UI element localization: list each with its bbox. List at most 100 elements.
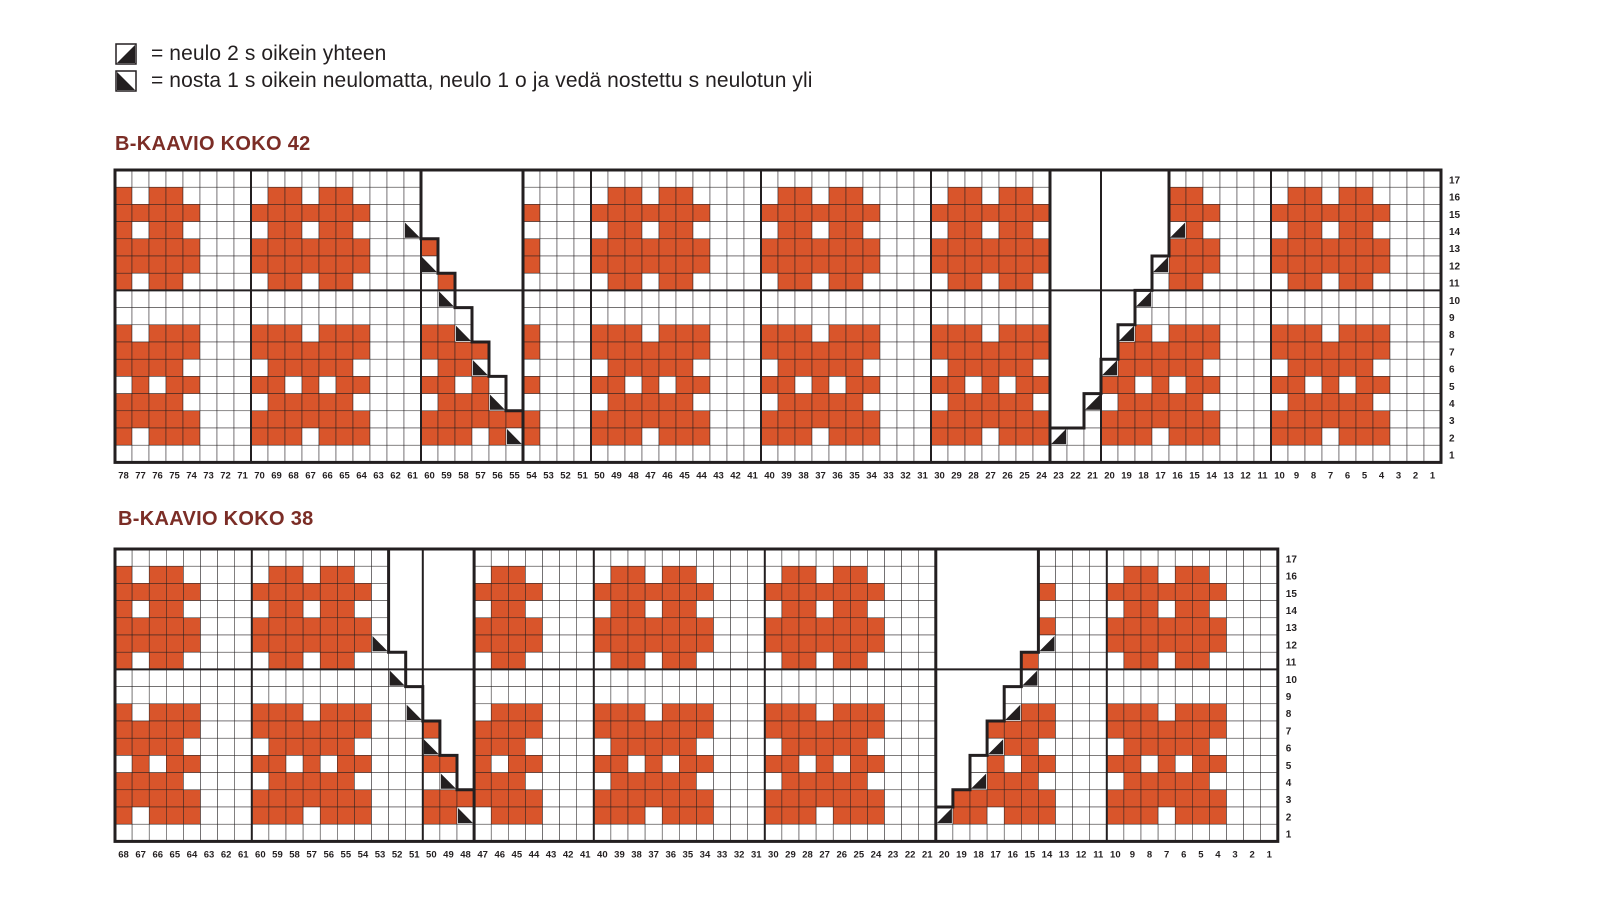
row-label: 17	[1449, 175, 1461, 186]
stitch-cell	[730, 772, 748, 791]
stitch-cell	[730, 669, 748, 687]
stitch-cell	[473, 737, 492, 756]
stitch-cell	[850, 600, 868, 619]
stitch-cell	[217, 720, 235, 739]
column-label: 57	[475, 470, 486, 481]
stitch-cell	[798, 583, 817, 601]
stitch-cell	[713, 583, 731, 601]
stitch-cell	[251, 634, 270, 653]
column-label: 6	[1181, 849, 1186, 860]
stitch-cell	[576, 789, 595, 808]
stitch-cell	[354, 600, 372, 619]
stitch-cell	[815, 669, 834, 687]
stitch-cell	[696, 617, 714, 636]
stitch-cell	[1089, 617, 1108, 636]
stitch-cell	[713, 703, 731, 722]
skp-symbol	[507, 429, 522, 445]
column-label: 66	[322, 470, 333, 481]
stitch-cell	[593, 789, 612, 808]
stitch-cell	[884, 634, 902, 653]
stitch-cell	[832, 686, 851, 705]
stitch-cell	[148, 789, 167, 808]
stitch-cell	[798, 806, 817, 825]
stitch-cell	[319, 565, 338, 584]
stitch-cell	[901, 772, 919, 791]
stitch-cell	[200, 617, 218, 636]
stitch-cell	[867, 823, 885, 842]
stitch-cell	[319, 703, 338, 722]
stitch-cell	[148, 617, 167, 636]
stitch-cell	[764, 686, 783, 705]
stitch-cell	[918, 703, 937, 722]
stitch-cell	[1209, 669, 1227, 687]
stitch-cell	[1140, 823, 1159, 842]
row-label: 7	[1449, 347, 1455, 358]
stitch-cell	[1192, 548, 1210, 567]
stitch-cell	[559, 686, 577, 705]
stitch-cell	[901, 737, 919, 756]
stitch-cell	[1106, 565, 1125, 584]
stitch-cell	[901, 669, 919, 687]
stitch-cell	[183, 720, 201, 739]
k2tog-symbol	[1170, 222, 1185, 238]
stitch-cell	[559, 634, 577, 653]
stitch-cell	[679, 651, 697, 670]
stitch-cell	[918, 806, 937, 825]
stitch-cell	[815, 600, 834, 619]
stitch-cell	[1209, 772, 1227, 791]
stitch-cell	[627, 600, 646, 619]
stitch-cell	[1021, 686, 1039, 705]
stitch-cell	[1003, 686, 1022, 705]
stitch-cell	[850, 755, 868, 773]
stitch-cell	[747, 548, 766, 567]
stitch-cell	[644, 617, 663, 636]
stitch-cell	[473, 789, 492, 808]
stitch-cell	[508, 737, 526, 756]
stitch-cell	[696, 737, 714, 756]
stitch-cell	[832, 634, 851, 653]
column-label: 27	[985, 470, 996, 481]
stitch-cell	[559, 669, 577, 687]
legend-skp-text: = nosta 1 s oikein neulomatta, neulo 1 o…	[151, 68, 813, 92]
stitch-cell	[901, 755, 919, 773]
skp-symbol	[490, 394, 505, 410]
stitch-cell	[114, 737, 133, 756]
stitch-cell	[285, 617, 304, 636]
row-label: 8	[1286, 709, 1292, 720]
column-label: 50	[426, 849, 437, 860]
column-label: 72	[220, 470, 231, 481]
stitch-cell	[867, 720, 885, 739]
stitch-cell	[1106, 600, 1125, 619]
stitch-cell	[644, 823, 663, 842]
stitch-cell	[901, 565, 919, 584]
column-label: 73	[203, 470, 214, 481]
skp-symbol	[440, 773, 456, 789]
stitch-cell	[815, 651, 834, 670]
stitch-cell	[1038, 686, 1056, 705]
row-label: 16	[1449, 193, 1461, 204]
stitch-cell	[969, 755, 988, 773]
stitch-cell	[405, 755, 424, 773]
stitch-cell	[644, 755, 663, 773]
stitch-cell	[713, 651, 731, 670]
stitch-cell	[764, 755, 783, 773]
stitch-cell	[542, 651, 560, 670]
stitch-cell	[354, 703, 372, 722]
stitch-cell	[508, 669, 526, 687]
stitch-cell	[542, 772, 560, 791]
stitch-cell	[1226, 789, 1244, 808]
column-label: 4	[1215, 849, 1221, 860]
stitch-cell	[713, 772, 731, 791]
column-label: 34	[700, 849, 711, 860]
stitch-cell	[764, 634, 783, 653]
stitch-cell	[148, 720, 167, 739]
stitch-cell	[1157, 548, 1176, 567]
stitch-cell	[644, 669, 663, 687]
stitch-cell	[764, 789, 783, 808]
stitch-cell	[148, 651, 167, 670]
stitch-cell	[815, 583, 834, 601]
stitch-cell	[1140, 686, 1159, 705]
stitch-cell	[166, 565, 184, 584]
skp-symbol	[458, 808, 474, 824]
stitch-cell	[114, 617, 133, 636]
